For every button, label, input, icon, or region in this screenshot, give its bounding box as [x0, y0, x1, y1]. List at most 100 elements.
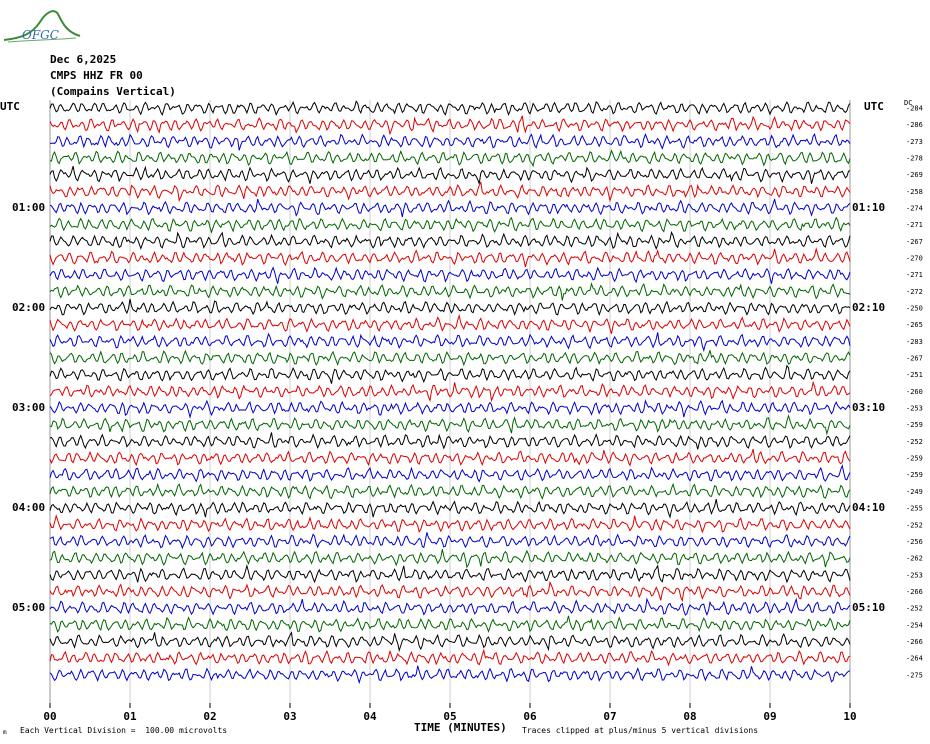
- trace-row-14: [49, 332, 851, 353]
- trace-row-32: [49, 631, 851, 653]
- trace-row-1: [49, 115, 851, 136]
- trace-row-23: [49, 482, 851, 500]
- trace-row-18: [49, 399, 851, 420]
- dc-offset-value: -278: [906, 155, 923, 163]
- minute-gridlines: [49, 100, 851, 708]
- dc-offset-value: -286: [906, 121, 923, 129]
- left-time-label: 02:00: [12, 301, 46, 315]
- trace-row-28: [49, 563, 851, 584]
- station-label: CMPS HHZ FR 00: [50, 69, 143, 82]
- dc-offset-value: -253: [906, 571, 923, 579]
- dc-offset-value: -267: [906, 238, 923, 246]
- right-utc-label: UTC: [864, 100, 884, 113]
- scale-note: Each Vertical Division = 100.00 microvol…: [20, 726, 228, 735]
- trace-row-5: [49, 180, 851, 203]
- trace-row-7: [49, 216, 851, 234]
- dc-offset-value: -270: [906, 255, 923, 263]
- x-tick-label-09: 09: [763, 710, 776, 723]
- dc-offset-value: -256: [906, 538, 923, 546]
- dc-offset-value: -264: [906, 655, 923, 663]
- right-time-label: 01:10: [852, 201, 886, 215]
- trace-row-0: [49, 100, 851, 117]
- x-tick-label-08: 08: [683, 710, 696, 723]
- x-tick-label-00: 00: [43, 710, 56, 723]
- dc-offset-value: -275: [906, 671, 923, 679]
- trace-row-25: [49, 514, 851, 534]
- trace-row-27: [49, 549, 851, 569]
- trace-row-34: [49, 665, 851, 685]
- dc-offset-column: -284 -286 -273 -278 -269 -258 -274 -271 -267 -270…: [906, 105, 923, 680]
- x-tick-label-07: 07: [603, 710, 616, 723]
- left-time-label: 03:00: [12, 401, 46, 415]
- dc-offset-value: -271: [906, 221, 923, 229]
- dc-offset-value: -252: [906, 605, 923, 613]
- trace-row-29: [49, 580, 851, 603]
- dc-offset-value: -251: [906, 371, 923, 379]
- dc-offset-value: -272: [906, 288, 923, 296]
- right-time-label: 02:10: [852, 301, 886, 315]
- x-tick-label-04: 04: [363, 710, 377, 723]
- dc-offset-value: -250: [906, 305, 923, 313]
- date-label: Dec 6,2025: [50, 53, 117, 66]
- trace-row-22: [49, 464, 851, 483]
- dc-offset-value: -258: [906, 188, 923, 196]
- trace-row-20: [49, 432, 851, 450]
- trace-row-9: [49, 247, 851, 268]
- left-utc-label: UTC: [0, 100, 20, 113]
- dc-offset-value: -266: [906, 638, 923, 646]
- station-description: (Compains Vertical): [50, 85, 176, 98]
- ofgc-logo: OFGC: [2, 4, 82, 44]
- dc-offset-value: -249: [906, 488, 923, 496]
- trace-row-19: [49, 413, 851, 436]
- dc-label: DC: [904, 99, 913, 107]
- trace-row-21: [49, 448, 851, 467]
- trace-row-12: [49, 298, 851, 317]
- trace-row-4: [49, 165, 851, 184]
- dc-offset-value: -255: [906, 505, 923, 513]
- right-time-label: 03:10: [852, 401, 886, 415]
- trace-row-3: [49, 149, 851, 168]
- left-time-label: 04:00: [12, 501, 46, 515]
- trace-row-31: [49, 615, 851, 633]
- trace-row-16: [49, 364, 851, 384]
- ofgc-logo-text: OFGC: [22, 28, 59, 42]
- dc-offset-value: -283: [906, 338, 923, 346]
- dc-offset-value: -273: [906, 138, 923, 146]
- dc-offset-value: -262: [906, 555, 923, 563]
- clip-note: Traces clipped at plus/minus 5 vertical …: [522, 726, 759, 735]
- dc-offset-value: -259: [906, 421, 923, 429]
- dc-offset-value: -259: [906, 455, 923, 463]
- trace-row-15: [49, 349, 851, 367]
- dc-offset-value: -259: [906, 471, 923, 479]
- dc-offset-value: -260: [906, 388, 923, 396]
- trace-row-13: [49, 313, 851, 334]
- x-tick-label-02: 02: [203, 710, 216, 723]
- trace-row-24: [49, 498, 851, 519]
- right-time-label: 04:10: [852, 501, 886, 515]
- x-tick-label-03: 03: [283, 710, 296, 723]
- dc-offset-value: -266: [906, 588, 923, 596]
- dc-offset-value: -271: [906, 271, 923, 279]
- trace-row-26: [49, 532, 851, 550]
- dc-offset-value: -265: [906, 321, 923, 329]
- x-tick-label-05: 05: [443, 710, 456, 723]
- right-time-label: 05:10: [852, 601, 886, 615]
- dc-offset-value: -267: [906, 355, 923, 363]
- seismic-traces: [49, 100, 851, 685]
- dc-offset-value: -254: [906, 621, 923, 629]
- x-axis: 00 01 02 03 04 05 06 07 08 09 10: [43, 703, 857, 723]
- ofgc-logo-mountain-icon: [3, 10, 81, 43]
- dc-offset-value: -252: [906, 438, 923, 446]
- x-axis-title: TIME (MINUTES): [414, 721, 507, 734]
- dc-offset-value: -252: [906, 521, 923, 529]
- trace-row-11: [49, 282, 851, 301]
- trace-row-2: [49, 132, 851, 151]
- dc-offset-value: -269: [906, 171, 923, 179]
- dc-offset-value: -253: [906, 405, 923, 413]
- trace-row-10: [49, 266, 851, 284]
- trace-row-17: [49, 380, 851, 403]
- corner-mark: m: [3, 729, 7, 736]
- x-tick-label-10: 10: [843, 710, 856, 723]
- dc-offset-value: -274: [906, 205, 923, 213]
